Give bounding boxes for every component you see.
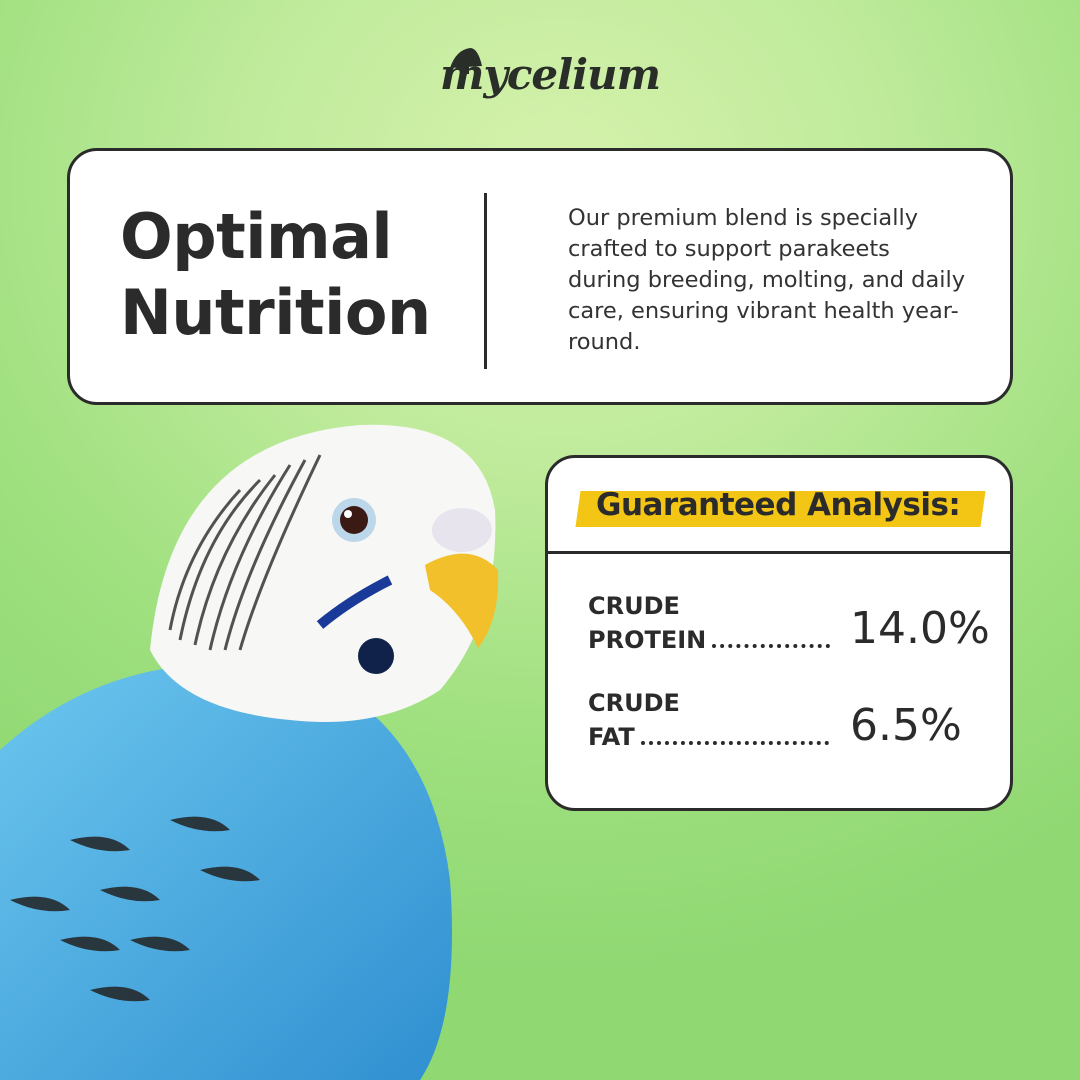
dot-leader [712, 644, 831, 648]
analysis-row-protein: CRUDE PROTEIN 14.0% [588, 589, 990, 657]
guaranteed-analysis-card: Guaranteed Analysis: CRUDE PROTEIN 14.0%… [545, 455, 1013, 811]
analysis-heading: Guaranteed Analysis: [596, 487, 961, 523]
dot-leader [640, 741, 829, 745]
intro-card: Optimal Nutrition Our premium blend is s… [67, 148, 1013, 405]
page-title: Optimal Nutrition [120, 199, 431, 351]
vertical-divider [484, 193, 487, 369]
description: Our premium blend is specially crafted t… [568, 205, 966, 355]
row-value: 14.0% [850, 603, 990, 654]
row-label-line-1: CRUDE [588, 592, 680, 620]
mushroom-cap-icon [450, 48, 482, 74]
horizontal-divider [548, 551, 1010, 554]
row-value: 6.5% [850, 700, 962, 751]
row-label-line-1: CRUDE [588, 689, 680, 717]
brand-name: mycelium [440, 50, 661, 99]
parakeet-image [0, 424, 499, 1080]
title-line-2: Nutrition [120, 276, 431, 349]
row-label-line-2: PROTEIN [588, 626, 707, 654]
brand-logo: mycelium [440, 44, 661, 114]
title-line-1: Optimal [120, 200, 393, 273]
row-label-line-2: FAT [588, 723, 635, 751]
analysis-row-fat: CRUDE FAT 6.5% [588, 686, 988, 754]
